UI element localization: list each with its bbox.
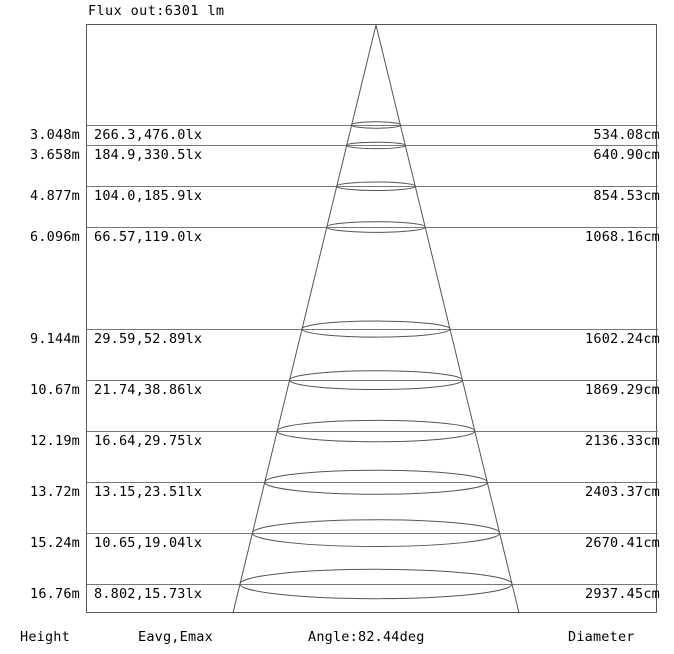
row-diameter-label-6: 1869.29cm xyxy=(585,382,660,399)
gridline-3 xyxy=(87,186,658,188)
gridline-7 xyxy=(87,431,658,433)
axis-caption-height: Height xyxy=(20,629,70,645)
row-illuminance-label-4: 66.57,119.0lx xyxy=(94,229,203,246)
row-height-label-4: 6.096m xyxy=(30,229,80,246)
gridline-4 xyxy=(87,227,658,229)
row-height-label-2: 3.658m xyxy=(30,147,80,164)
row-height-label-1: 3.048m xyxy=(30,127,80,143)
gridline-6 xyxy=(87,380,658,382)
gridline-1 xyxy=(87,125,658,126)
row-illuminance-label-7: 16.64,29.75lx xyxy=(94,433,203,450)
axis-caption-angle: Angle:82.44deg xyxy=(308,629,425,645)
row-diameter-label-3: 854.53cm xyxy=(593,188,660,205)
flux-out-label: Flux out:6301 lm xyxy=(88,3,225,19)
plot-frame xyxy=(86,24,658,613)
axis-caption-eavg-emax: Eavg,Emax xyxy=(138,629,213,645)
row-height-label-9: 15.24m xyxy=(30,535,80,552)
gridline-10 xyxy=(87,584,658,585)
row-illuminance-label-2: 184.9,330.5lx xyxy=(94,147,203,164)
row-illuminance-label-5: 29.59,52.89lx xyxy=(94,331,203,348)
row-diameter-label-8: 2403.37cm xyxy=(585,484,660,501)
row-diameter-label-10: 2937.45cm xyxy=(585,586,660,602)
gridline-8 xyxy=(87,482,658,484)
row-illuminance-label-1: 266.3,476.0lx xyxy=(94,127,203,143)
row-illuminance-label-3: 104.0,185.9lx xyxy=(94,188,203,205)
row-diameter-label-7: 2136.33cm xyxy=(585,433,660,450)
row-illuminance-label-6: 21.74,38.86lx xyxy=(94,382,203,399)
row-height-label-10: 16.76m xyxy=(30,586,80,602)
row-height-label-3: 4.877m xyxy=(30,188,80,205)
gridline-2 xyxy=(87,145,658,147)
axis-caption-diameter: Diameter xyxy=(568,629,635,645)
row-diameter-label-2: 640.90cm xyxy=(593,147,660,164)
row-diameter-label-4: 1068.16cm xyxy=(585,229,660,246)
gridline-9 xyxy=(87,533,658,535)
row-illuminance-label-8: 13.15,23.51lx xyxy=(94,484,203,501)
row-illuminance-label-9: 10.65,19.04lx xyxy=(94,535,203,552)
row-illuminance-label-10: 8.802,15.73lx xyxy=(94,586,203,602)
row-height-label-6: 10.67m xyxy=(30,382,80,399)
row-diameter-label-1: 534.08cm xyxy=(593,127,660,143)
row-height-label-7: 12.19m xyxy=(30,433,80,450)
gridline-5 xyxy=(87,329,658,331)
row-height-label-5: 9.144m xyxy=(30,331,80,348)
row-diameter-label-5: 1602.24cm xyxy=(585,331,660,348)
row-diameter-label-9: 2670.41cm xyxy=(585,535,660,552)
row-height-label-8: 13.72m xyxy=(30,484,80,501)
